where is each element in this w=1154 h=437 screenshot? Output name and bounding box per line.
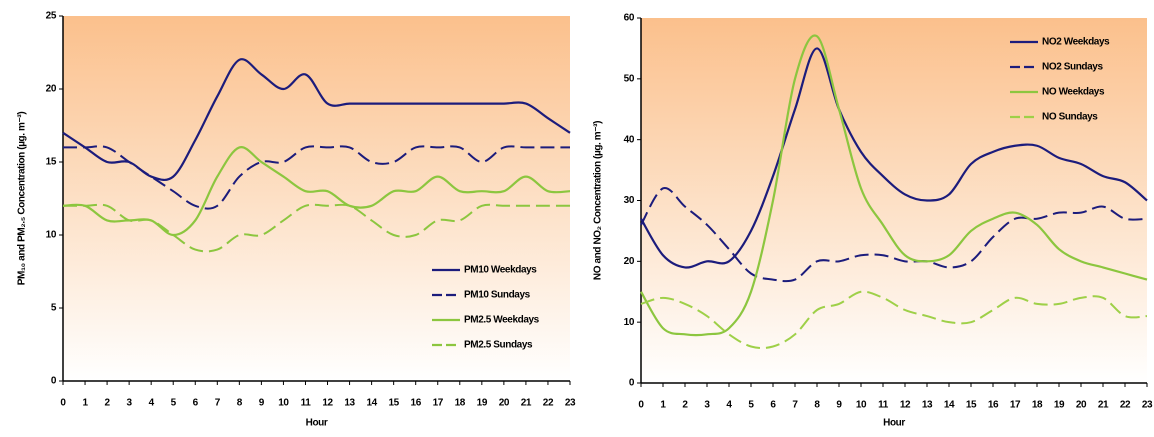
x-tick-label: 5 (748, 400, 754, 411)
x-tick-label: 2 (682, 400, 688, 411)
x-tick-label: 18 (455, 398, 466, 409)
x-tick-label: 3 (127, 398, 133, 409)
y-tick-label: 15 (46, 157, 57, 168)
x-tick-label: 16 (988, 400, 999, 411)
y-tick-label: 20 (46, 84, 57, 95)
x-tick-label: 17 (433, 398, 444, 409)
y-tick-label: 10 (46, 230, 57, 241)
x-tick-label: 9 (259, 398, 265, 409)
x-tick-label: 14 (944, 400, 955, 411)
x-tick-label: 11 (301, 398, 312, 409)
x-tick-label: 15 (388, 398, 399, 409)
legend-label: PM2.5 Sundays (464, 340, 533, 351)
x-tick-label: 1 (82, 398, 88, 409)
x-tick-label: 12 (900, 400, 911, 411)
x-tick-label: 8 (814, 400, 820, 411)
series-line (640, 34, 1148, 337)
x-tick-label: 18 (1032, 400, 1043, 411)
y-tick-label: 0 (629, 378, 635, 389)
x-tick-label: 8 (237, 398, 243, 409)
series-line (640, 187, 1148, 283)
y-tick-label: 50 (624, 73, 635, 84)
series-line (63, 203, 570, 253)
y-axis-label: NO and NO₂ Concentration (µg. m⁻³) (593, 121, 604, 280)
x-tick-label: 0 (60, 398, 66, 409)
y-tick-label: 30 (624, 195, 635, 206)
y-tick-label: 25 (46, 11, 57, 22)
legend-label: PM10 Weekdays (464, 265, 537, 276)
x-tick-label: 5 (171, 398, 177, 409)
x-tick-label: 13 (344, 398, 355, 409)
x-tick-label: 19 (477, 398, 488, 409)
y-tick-label: 40 (624, 134, 635, 145)
x-tick-label: 6 (193, 398, 199, 409)
legend-label: NO2 Sundays (1042, 62, 1103, 73)
x-tick-label: 19 (1054, 400, 1065, 411)
plot-background (63, 16, 570, 381)
y-axis-label: PM₁₀ and PM₂.₅ Concentration (µg. m⁻³) (17, 112, 28, 286)
legend-label: NO Weekdays (1042, 87, 1105, 98)
x-tick-label: 3 (704, 400, 710, 411)
x-tick-label: 12 (322, 398, 333, 409)
x-tick-label: 4 (726, 400, 732, 411)
legend-label: NO Sundays (1042, 112, 1098, 123)
x-tick-label: 20 (1076, 400, 1087, 411)
legend-label: NO2 Weekdays (1042, 37, 1110, 48)
x-tick-label: 13 (922, 400, 933, 411)
x-tick-label: 23 (565, 398, 576, 409)
x-tick-label: 20 (499, 398, 510, 409)
y-tick-label: 20 (624, 256, 635, 267)
x-tick-label: 17 (1010, 400, 1021, 411)
x-tick-label: 2 (105, 398, 111, 409)
x-tick-label: 10 (856, 400, 867, 411)
y-tick-label: 5 (51, 303, 57, 314)
x-tick-label: 21 (521, 398, 532, 409)
series-line (640, 47, 1148, 269)
legend-label: PM2.5 Weekdays (464, 315, 540, 326)
x-tick-label: 22 (543, 398, 554, 409)
legend-label: PM10 Sundays (464, 290, 531, 301)
series-line (640, 290, 1148, 350)
x-tick-label: 7 (792, 400, 798, 411)
x-tick-label: 7 (215, 398, 221, 409)
x-tick-label: 4 (149, 398, 155, 409)
y-tick-label: 60 (624, 13, 635, 24)
x-axis-label: Hour (306, 418, 328, 429)
y-tick-label: 0 (51, 376, 57, 387)
x-tick-label: 16 (411, 398, 422, 409)
x-tick-label: 9 (836, 400, 842, 411)
x-tick-label: 0 (638, 400, 644, 411)
x-tick-label: 10 (278, 398, 289, 409)
x-axis-label: Hour (883, 418, 905, 429)
x-tick-label: 1 (660, 400, 666, 411)
x-tick-label: 14 (366, 398, 377, 409)
plot-background (641, 18, 1147, 383)
x-tick-label: 15 (966, 400, 977, 411)
x-tick-label: 21 (1098, 400, 1109, 411)
x-tick-label: 22 (1120, 400, 1131, 411)
x-tick-label: 23 (1142, 400, 1153, 411)
x-tick-label: 6 (770, 400, 776, 411)
x-tick-label: 11 (878, 400, 889, 411)
series-line (62, 58, 571, 182)
y-tick-label: 10 (624, 317, 635, 328)
